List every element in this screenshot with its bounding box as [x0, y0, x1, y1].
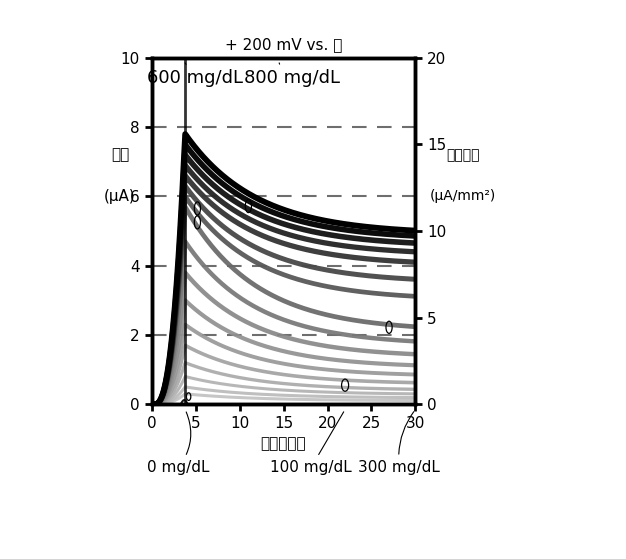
Title: + 200 mV vs. 碘: + 200 mV vs. 碘 — [225, 37, 342, 53]
Text: 电流: 电流 — [111, 147, 129, 162]
Text: 600 mg/dL: 600 mg/dL — [147, 63, 244, 88]
Text: (μA): (μA) — [104, 189, 136, 204]
Text: 300 mg/dL: 300 mg/dL — [358, 411, 440, 475]
Text: 800 mg/dL: 800 mg/dL — [244, 63, 340, 88]
X-axis label: 时间（秒）: 时间（秒） — [261, 437, 306, 452]
Text: 100 mg/dL: 100 mg/dL — [270, 412, 352, 475]
Text: (μA/mm²): (μA/mm²) — [430, 190, 496, 203]
Text: 0 mg/dL: 0 mg/dL — [147, 412, 210, 475]
Text: 电流密度: 电流密度 — [446, 148, 480, 162]
